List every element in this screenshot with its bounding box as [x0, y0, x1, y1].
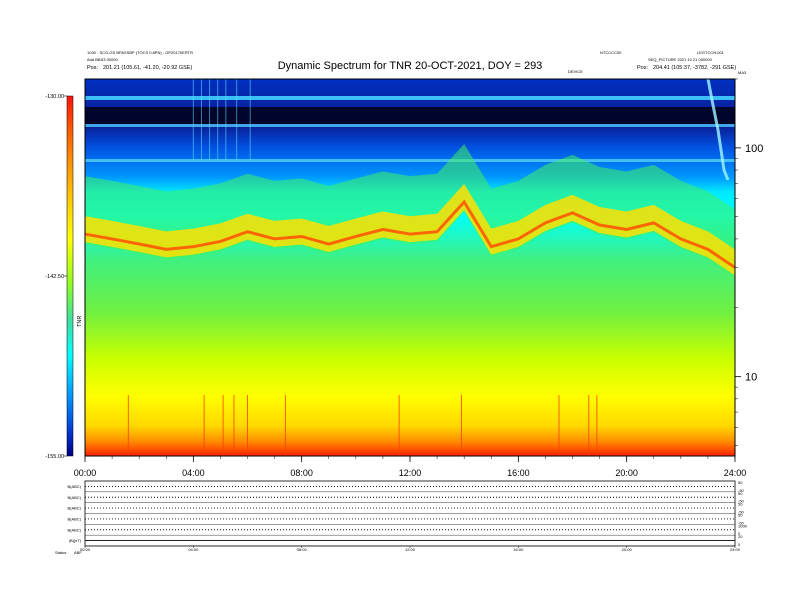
lower-panel-label: B(ABC)	[67, 484, 81, 489]
lower-panel-labels: B(ABC)50-50B(ABC)50-50B(ABC)50-50B(ABC)5…	[67, 480, 747, 547]
header-left-pos-label: Pos:	[87, 65, 98, 71]
status-value: ABF	[74, 550, 82, 555]
spectrogram-light-stripe-3	[85, 159, 735, 162]
lower-panel-label: B(ABC)	[67, 527, 81, 532]
header-right-b: LEGTCCN:001	[697, 50, 725, 55]
emission-band	[85, 143, 735, 278]
header-right-pos-value: 204.41 (105.37, -3782, -291 GSE)	[653, 65, 736, 71]
colorbar-tick-label: -142.50	[45, 274, 64, 280]
time-tick-label: 12:00	[399, 468, 422, 478]
header-right-line2: SEQ_PICTURE 2021 10 21 000000	[648, 57, 713, 62]
lower-time-tick-label: 04:00	[188, 547, 199, 552]
lower-panel-right-tick: 50	[738, 480, 743, 485]
time-tick-label: 24:00	[724, 468, 747, 478]
lower-panels	[85, 485, 735, 546]
lower-time-tick-label: 00:00	[80, 547, 91, 552]
lower-time-tick-label: 24:00	[730, 547, 741, 552]
emission-band-core	[85, 183, 735, 276]
spectrogram-spikes	[127, 79, 598, 456]
lower-panel-right-tick: -50	[738, 488, 745, 493]
frequency-tick-label: 100	[745, 143, 763, 155]
lower-time-tick-label: 08:00	[297, 547, 308, 552]
spectrogram-background	[85, 79, 735, 456]
lower-time-axis: 00:00 04:00 08:00 12:00 16:00 20:00 24:00	[80, 546, 741, 552]
lower-panel-label: |B|(nT)	[69, 538, 82, 543]
colorbar-tick-label: -155.00	[45, 454, 64, 460]
spectrogram-dark-band	[85, 107, 735, 124]
header-left-line2: Add BBS3 00000	[87, 57, 118, 62]
lower-panel-right-tick: 50	[738, 513, 743, 518]
burst-streak	[706, 79, 730, 181]
emission-band-upper	[85, 143, 735, 278]
lower-panel-label: B(ABC)	[67, 495, 81, 500]
chart-title: Dynamic Spectrum for TNR 20-OCT-2021, DO…	[278, 60, 543, 72]
spectrogram-light-stripe-1	[85, 96, 735, 100]
time-tick-label: 08:00	[290, 468, 313, 478]
header-center-small: DEVICE	[568, 69, 583, 74]
header-right-pos-label: Pos:	[637, 65, 648, 71]
time-tick-label: 20:00	[615, 468, 638, 478]
time-tick-label: 04:00	[182, 468, 205, 478]
time-axis: 00:00 04:00 08:00 12:00 16:00 20:00 24:00	[74, 456, 747, 478]
spectrogram-plot	[85, 79, 735, 456]
header-right-a: NTCCCC00	[600, 50, 622, 55]
colorbar	[66, 95, 74, 457]
colorbar-tick-label: -130.00	[45, 94, 64, 100]
lower-panel-right-tick: 20	[738, 534, 743, 539]
emission-band-ridge	[85, 199, 735, 269]
frequency-tick-label: 10	[745, 372, 757, 384]
status-label: Status	[55, 550, 66, 555]
lower-panel-right-tick: 0	[738, 531, 741, 536]
lower-panel-right-tick: 0	[738, 542, 741, 547]
colorbar-ticks: -130.00 -142.50 -155.00	[45, 94, 67, 460]
header-left-line1: 1030 - SCG-GS BPASSBP (TOCS 0.8PN) - GP2…	[87, 50, 193, 55]
lower-panel-right-tick: -50	[738, 510, 745, 515]
lower-panel-label: B(ABC)	[67, 506, 81, 511]
lower-panel-right-tick: -50	[738, 499, 745, 504]
lower-time-tick-label: 20:00	[622, 547, 633, 552]
time-tick-label: 00:00	[74, 468, 97, 478]
lower-panel-right-tick: -50	[738, 520, 745, 525]
header-corner-small: MA3	[738, 70, 747, 75]
lower-panel-right-tick: 1000	[738, 523, 748, 528]
spectrogram-light-stripe-2	[85, 124, 735, 127]
lower-panel-label: B(ABC)	[67, 516, 81, 521]
lower-panel-right-tick: 50	[738, 491, 743, 496]
frequency-axis: 10 100	[735, 78, 763, 446]
time-tick-label: 16:00	[507, 468, 530, 478]
lower-panel-right-tick: 50	[738, 502, 743, 507]
lower-time-tick-label: 16:00	[513, 547, 524, 552]
colorbar-label: TNR	[77, 316, 83, 327]
header-left-pos-value: 201.21 (105.61, -41.20, -20.92 GSE)	[103, 65, 192, 71]
lower-time-tick-label: 12:00	[405, 547, 416, 552]
